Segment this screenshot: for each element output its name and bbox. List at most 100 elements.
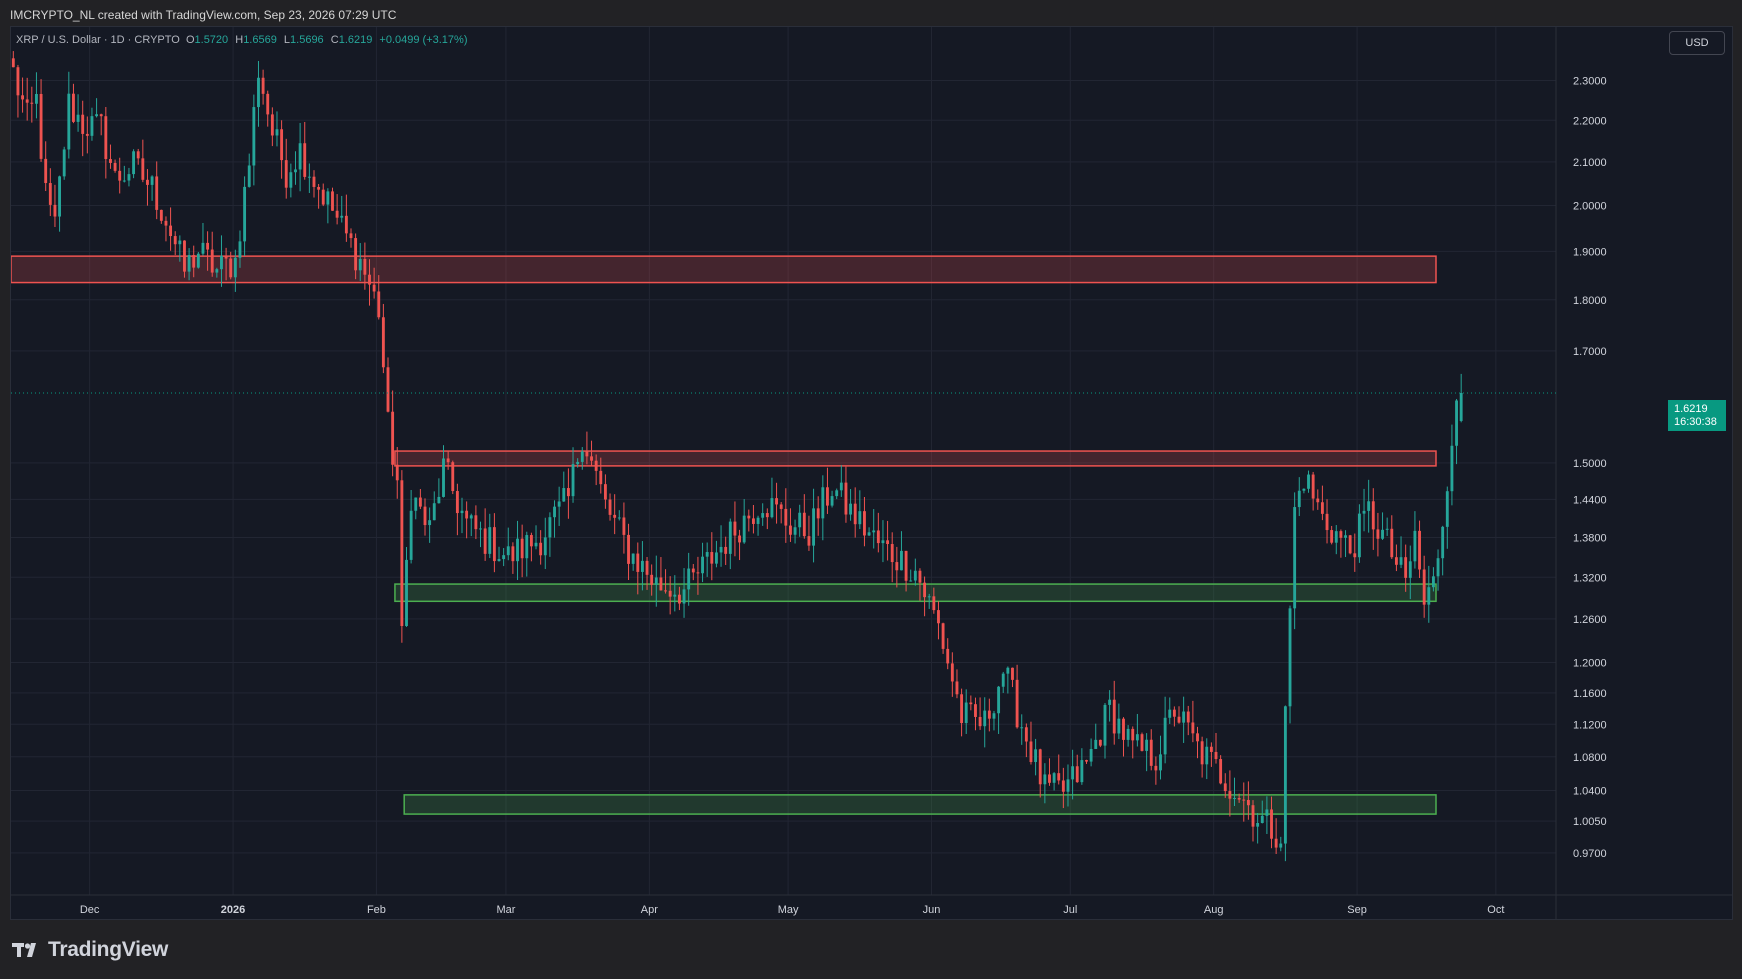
time-axis-label: Sep (1347, 904, 1367, 916)
candle-up (983, 710, 987, 727)
candle-up (1135, 734, 1139, 741)
time-axis-label: Apr (641, 904, 658, 916)
candle-down (386, 367, 390, 412)
tradingview-logo[interactable]: TradingView (12, 935, 168, 965)
candle-down (904, 550, 908, 581)
candle-up (307, 176, 311, 178)
candle-down (779, 504, 783, 509)
candle-up (1362, 510, 1366, 514)
candle-down (1404, 557, 1408, 578)
candle-down (155, 176, 159, 210)
price-axis-label: 1.9000 (1573, 246, 1607, 258)
candle-up (821, 487, 825, 519)
candle-down (25, 99, 29, 103)
candle-up (1089, 748, 1093, 762)
candle-down (72, 93, 75, 122)
candle-down (280, 129, 284, 161)
candle-down (109, 159, 112, 163)
candle-down (978, 716, 982, 727)
candle-up (992, 713, 996, 719)
candle-down (1154, 765, 1158, 771)
price-axis-label: 1.3200 (1573, 572, 1607, 584)
candle-up (687, 568, 691, 590)
candle-down (465, 510, 469, 519)
candle-up (95, 114, 99, 117)
candle-down (807, 536, 811, 546)
candle-down (483, 528, 487, 554)
candle-up (812, 508, 816, 546)
candle-up (714, 552, 718, 564)
candle-up (705, 552, 709, 557)
candle-down (974, 704, 977, 717)
candle-up (1279, 843, 1283, 848)
open-label: O (185, 34, 195, 46)
candle-down (691, 568, 695, 573)
currency-button[interactable]: USD (1669, 31, 1725, 55)
candle-down (1112, 699, 1116, 734)
candle-up (1006, 667, 1010, 674)
candle-up (900, 550, 903, 571)
candle-up (1408, 561, 1412, 578)
price-axis-label: 1.1600 (1573, 688, 1607, 700)
candle-up (682, 589, 686, 604)
candle-down (747, 515, 751, 519)
candle-up (1256, 823, 1260, 827)
chart-pane[interactable]: 2.3000 2.2000 2.1000 2.0000 1.9000 1.8000 1.70… (10, 26, 1733, 920)
candle-down (400, 480, 404, 627)
candle-down (1177, 716, 1181, 723)
candle-down (1011, 667, 1014, 680)
candle-down (566, 488, 570, 497)
candle-up (913, 570, 917, 581)
candle-up (1399, 557, 1403, 565)
candle-down (210, 249, 214, 273)
candle-down (192, 255, 196, 268)
candle-down (955, 681, 959, 695)
candle-up (835, 490, 839, 497)
candle-up (405, 559, 408, 627)
candle-down (1186, 711, 1190, 723)
candle-down (474, 515, 478, 530)
candle-up (534, 542, 538, 547)
candle-up (562, 488, 566, 502)
high-label: H (235, 34, 244, 46)
time-axis-label: Dec (80, 904, 100, 916)
price-axis-label: 1.5000 (1573, 458, 1607, 470)
price-chart[interactable]: 2.3000 2.2000 2.1000 2.0000 1.9000 1.8000 1.70… (11, 27, 1732, 919)
candle-up (247, 165, 251, 187)
time-axis-label: May (778, 904, 799, 916)
candle-up (793, 527, 797, 535)
candle-up (1168, 709, 1172, 718)
candle-down (738, 535, 741, 543)
candle-down (395, 464, 399, 481)
candle-up (62, 149, 66, 177)
resistance-zone (394, 450, 1437, 467)
candle-up (1080, 760, 1084, 783)
candle-up (127, 174, 131, 181)
candle-down (627, 534, 630, 564)
candle-down (11, 58, 15, 68)
candle-down (368, 274, 371, 285)
candle-up (479, 528, 482, 530)
candle-down (1330, 530, 1334, 543)
candle-up (76, 114, 80, 122)
candle-up (358, 258, 362, 271)
candle-up (1307, 474, 1310, 489)
candle-up (150, 176, 154, 185)
price-axis-label: 2.2000 (1573, 115, 1607, 127)
candle-down (520, 538, 524, 559)
candle-down (765, 513, 769, 518)
candle-down (104, 116, 108, 160)
candle-down (44, 158, 48, 184)
candle-up (872, 530, 876, 533)
candle-up (719, 546, 723, 553)
candle-down (950, 663, 954, 682)
candle-down (1376, 529, 1380, 539)
candle-down (784, 508, 788, 526)
candle-up (553, 506, 556, 518)
candle-up (557, 501, 561, 507)
open-value: 1.5720 (194, 34, 229, 46)
candle-up (1205, 746, 1209, 765)
candle-down (136, 151, 140, 159)
support-zone (403, 794, 1437, 815)
candle-down (1038, 749, 1042, 785)
